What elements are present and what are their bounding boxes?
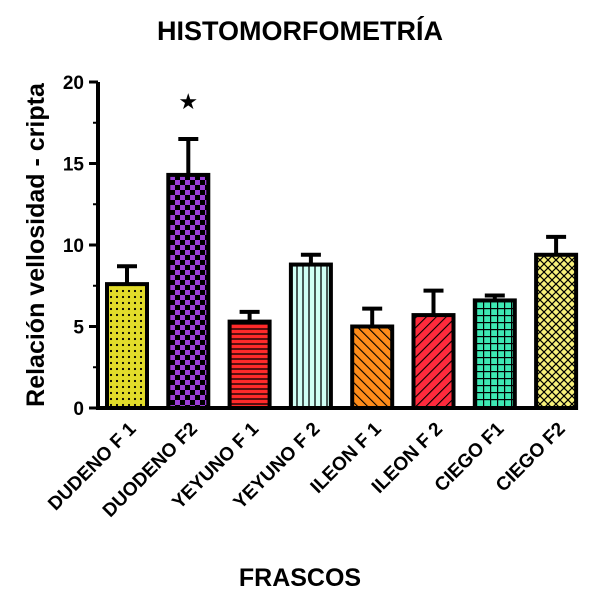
y-tick-label-15: 15	[63, 155, 85, 176]
bar-3	[227, 319, 272, 410]
y-tick-labels: 0 5 10 15 20	[63, 73, 85, 420]
error-bars-layer	[117, 137, 567, 327]
bar-6	[411, 313, 456, 410]
x-axis-title: FRASCOS	[239, 564, 361, 592]
bar-2	[166, 172, 211, 410]
bar-8	[534, 252, 579, 410]
axes-layer	[89, 80, 560, 410]
significance-star: ★	[178, 90, 198, 115]
bars-layer	[105, 172, 579, 411]
y-tick-label-20: 20	[63, 73, 84, 94]
bar-4	[288, 262, 333, 410]
bar-5	[350, 324, 395, 410]
y-axis-title: Relación vellosidad - cripta	[22, 82, 50, 407]
bar-7	[472, 298, 517, 411]
y-tick-label-10: 10	[63, 236, 84, 257]
annotations-layer: ★	[178, 90, 198, 115]
y-tick-label-5: 5	[73, 318, 84, 339]
bar-1	[105, 282, 149, 410]
y-tick-label-0: 0	[73, 399, 84, 420]
chart-title: HISTOMORFOMETRÍA	[157, 15, 443, 46]
